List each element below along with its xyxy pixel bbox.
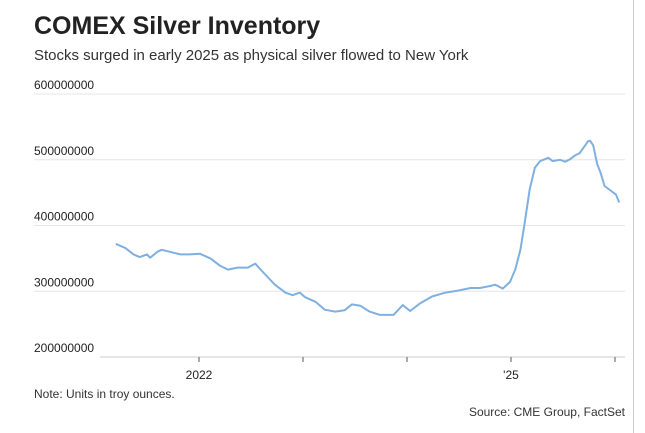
series-line-silver-inventory (115, 139, 621, 316)
source-credit: Source: CME Group, FactSet (468, 405, 625, 419)
x-tick-label: 2022 (186, 368, 213, 382)
units-note: Note: Units in troy ounces. (34, 387, 175, 401)
y-tick-label: 600000000 (34, 78, 94, 92)
y-tick-label: 200000000 (34, 341, 94, 355)
chart-title: COMEX Silver Inventory (34, 12, 321, 40)
y-tick-label: 300000000 (34, 275, 94, 289)
y-tick-label: 500000000 (34, 144, 94, 158)
chart-subtitle: Stocks surged in early 2025 as physical … (34, 47, 469, 64)
right-border (633, 0, 634, 433)
x-tick-label: '25 (503, 368, 519, 382)
y-tick-label: 400000000 (34, 210, 94, 224)
